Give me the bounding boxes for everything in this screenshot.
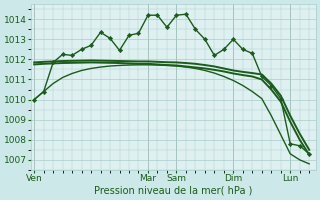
X-axis label: Pression niveau de la mer( hPa ): Pression niveau de la mer( hPa ) bbox=[94, 186, 253, 196]
